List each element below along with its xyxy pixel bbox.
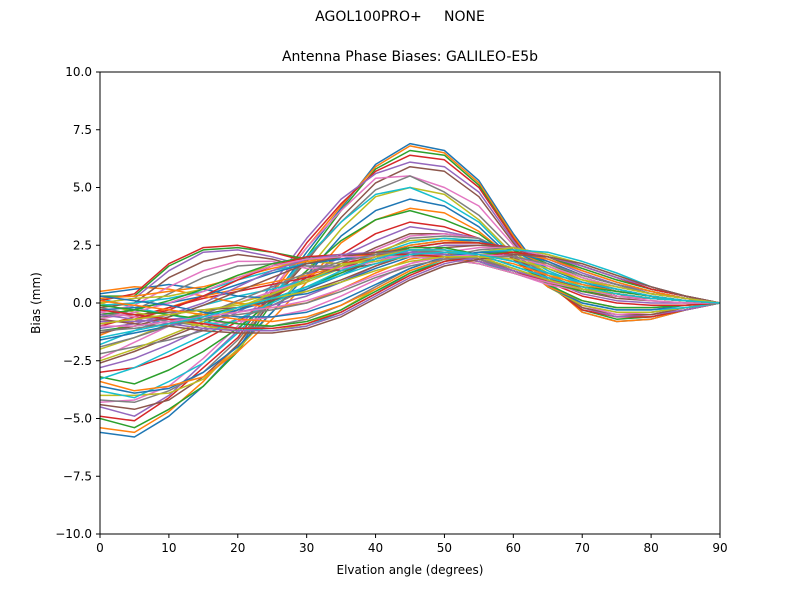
x-tick-label: 50 (437, 541, 452, 555)
x-tick-label: 40 (368, 541, 383, 555)
series-line-58 (100, 256, 720, 332)
x-tick-label: 0 (96, 541, 104, 555)
y-tick-label: −7.5 (63, 469, 92, 483)
y-tick-label: 2.5 (73, 238, 92, 252)
series-line-13 (100, 209, 720, 385)
x-tick-label: 80 (643, 541, 658, 555)
y-tick-label: −5.0 (63, 412, 92, 426)
series-line-3 (100, 149, 720, 429)
y-tick-label: −10.0 (55, 527, 92, 541)
x-axis-label: Elvation angle (degrees) (337, 563, 484, 577)
series-line-60 (100, 251, 720, 339)
x-tick-label: 90 (712, 541, 727, 555)
y-tick-label: 10.0 (65, 65, 92, 79)
series-line-47 (100, 256, 720, 320)
series-line-2 (100, 145, 720, 434)
series-line-33 (100, 246, 720, 304)
series-line-50 (100, 249, 720, 380)
y-axis-label: Bias (mm) (29, 272, 43, 334)
series-line-55 (100, 253, 720, 332)
y-tick-label: 7.5 (73, 123, 92, 137)
y-tick-label: −2.5 (63, 354, 92, 368)
x-tick-label: 20 (230, 541, 245, 555)
x-tick-label: 10 (161, 541, 176, 555)
series-line-59 (100, 256, 720, 325)
y-tick-label: 0.0 (73, 296, 92, 310)
chart-title: Antenna Phase Biases: GALILEO-E5b (281, 49, 539, 65)
series-line-52 (100, 251, 720, 323)
y-axis: −10.0 −7.5 −5.0 −2.5 0.0 2.5 5.0 7.5 10.0 (55, 65, 100, 541)
series-layer (100, 142, 720, 438)
y-tick-label: 5.0 (73, 181, 92, 195)
series-line-11 (100, 198, 720, 394)
x-tick-label: 70 (575, 541, 590, 555)
x-tick-label: 60 (506, 541, 521, 555)
x-tick-label: 30 (299, 541, 314, 555)
x-axis: 0 10 20 30 40 50 60 70 80 90 (96, 534, 728, 555)
figure-suptitle: AGOL100PRO+ NONE (315, 9, 485, 25)
series-line-56 (100, 253, 720, 334)
series-line-14 (100, 221, 720, 374)
